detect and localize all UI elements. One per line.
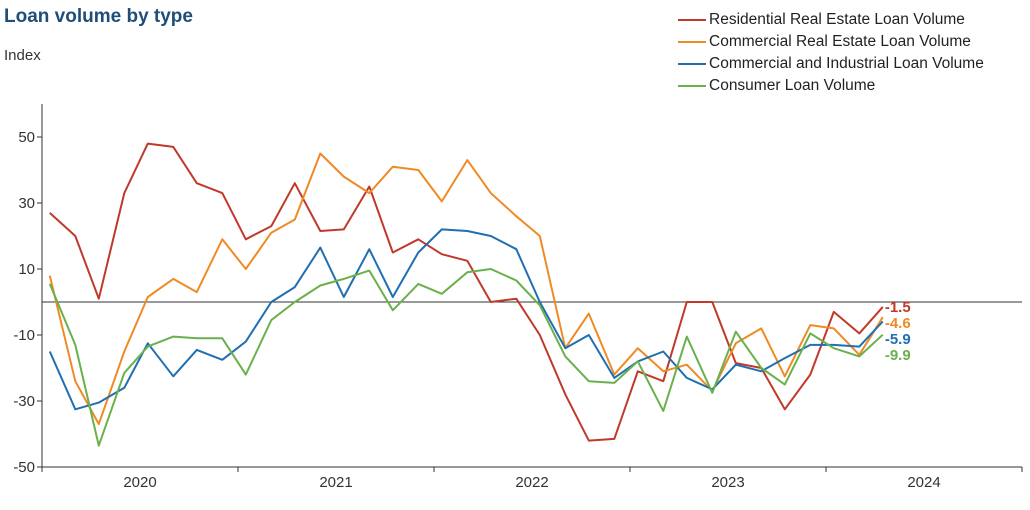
x-tick-label: 2022: [515, 474, 548, 491]
legend-label-residential: Residential Real Estate Loan Volume: [709, 11, 965, 28]
x-tick-label: 2024: [907, 474, 940, 491]
chart-title: Loan volume by type: [4, 6, 193, 27]
end-value-label-c_and_i: -5.9: [885, 331, 911, 348]
y-tick-label: -50: [13, 459, 35, 476]
y-axis-unit-label: Index: [4, 47, 41, 64]
x-tick-label: 2021: [319, 474, 352, 491]
legend-swatch-commercial-re: [678, 41, 706, 43]
legend-swatch-consumer: [678, 85, 706, 87]
legend-swatch-c-and-i: [678, 63, 706, 65]
y-tick-label: 30: [18, 195, 35, 212]
y-tick-label: 50: [18, 129, 35, 146]
end-value-label-consumer: -9.9: [885, 347, 911, 364]
y-tick-label: -30: [13, 393, 35, 410]
legend: Residential Real Estate Loan Volume Comm…: [678, 9, 984, 97]
series-line-residential: [49, 142, 884, 442]
legend-item-commercial-re: Commercial Real Estate Loan Volume: [678, 31, 984, 53]
legend-label-commercial-re: Commercial Real Estate Loan Volume: [709, 33, 971, 50]
series-line-commercial_re: [48, 152, 884, 426]
series-line-c_and_i: [48, 228, 884, 411]
y-tick-label: 10: [18, 261, 35, 278]
legend-item-c-and-i: Commercial and Industrial Loan Volume: [678, 53, 984, 75]
x-tick-label: 2023: [711, 474, 744, 491]
legend-swatch-residential: [678, 19, 706, 21]
x-tick-label: 2020: [123, 474, 156, 491]
y-tick-label: -10: [13, 327, 35, 344]
end-value-label-commercial_re: -4.6: [885, 315, 911, 332]
legend-item-consumer: Consumer Loan Volume: [678, 75, 984, 97]
end-value-label-residential: -1.5: [885, 299, 911, 316]
legend-label-consumer: Consumer Loan Volume: [709, 77, 876, 94]
series-line-consumer: [48, 268, 884, 447]
legend-item-residential: Residential Real Estate Loan Volume: [678, 9, 984, 31]
legend-label-c-and-i: Commercial and Industrial Loan Volume: [709, 55, 984, 72]
